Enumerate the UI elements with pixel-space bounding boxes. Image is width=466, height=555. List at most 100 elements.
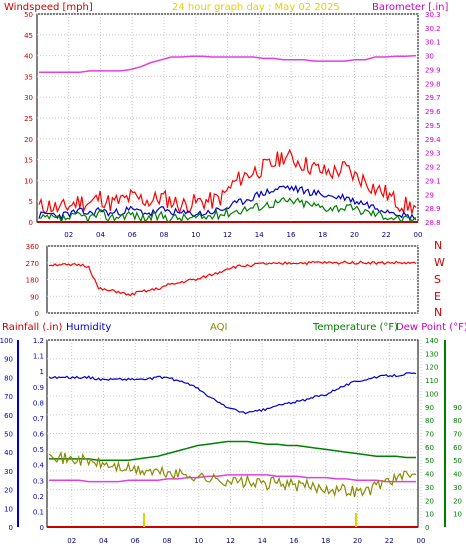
- wind-y-tick-label: 50: [24, 11, 33, 19]
- wind-x-tick-label: 20: [350, 231, 359, 239]
- humidity-y-tick-label: 30: [4, 468, 13, 476]
- barometer-axis-label: Barometer [.in]: [372, 2, 448, 13]
- barometer-y-tick-label: 30.3: [425, 11, 441, 19]
- rain-y-tick-label: 1.2: [33, 337, 44, 345]
- temperature-y-tick-label: 90: [425, 404, 434, 412]
- wind-x-tick-label: 06: [128, 231, 137, 239]
- temperature-axis-label: Temperature (°F): [312, 322, 398, 333]
- humidity-y-tick-label: 70: [4, 393, 13, 401]
- barometer-y-tick-label: 28.9: [425, 205, 441, 213]
- dewpoint-y-tick-label: 80: [453, 417, 462, 425]
- wind-y-tick-label: 35: [24, 73, 33, 81]
- climate-x-tick-label: 06: [131, 537, 140, 545]
- barometer-y-tick-label: 29.5: [425, 122, 441, 130]
- climate-x-tick-label: 00: [417, 537, 426, 545]
- dewpoint-y-tick-label: 40: [453, 471, 462, 479]
- aqi-series-line: [48, 450, 417, 498]
- rain-y-tick-label: 1.1: [33, 353, 44, 361]
- direction-y-tick-label: 0: [35, 310, 39, 318]
- humidity-y-tick-label: 40: [4, 449, 13, 457]
- barometer-y-tick-label: 29.8: [425, 80, 441, 88]
- average-wind-series-line: [38, 184, 417, 222]
- temperature-y-tick-label: 40: [425, 471, 434, 479]
- low-wind-series-line: [39, 196, 417, 224]
- wind-x-tick-label: 02: [64, 231, 73, 239]
- barometer-y-tick-label: 28.8: [425, 219, 441, 227]
- humidity-y-tick-label: 100: [0, 337, 13, 345]
- rain-y-tick-label: 0.9: [33, 384, 44, 392]
- direction-y-tick-label: 360: [26, 243, 39, 251]
- wind-y-tick-label: 10: [24, 177, 33, 185]
- humidity-y-tick-label: 0: [9, 524, 13, 532]
- climate-x-tick-label: 04: [99, 537, 108, 545]
- wind-x-tick-label: 10: [191, 231, 200, 239]
- temperature-series-line: [49, 440, 416, 461]
- barometer-y-tick-label: 29.3: [425, 150, 441, 158]
- dewpoint-y-tick-label: 70: [453, 431, 462, 439]
- humidity-axis-label: Humidity: [66, 322, 111, 333]
- temperature-y-tick-label: 70: [425, 431, 434, 439]
- wind-x-tick-label: 04: [96, 231, 105, 239]
- temperature-y-tick-label: 20: [425, 497, 434, 505]
- barometer-y-tick-label: 29.6: [425, 108, 441, 116]
- compass-label-e: E: [434, 290, 441, 303]
- wind-direction-series-line: [48, 260, 417, 297]
- dewpoint-y-tick-label: 20: [453, 497, 462, 505]
- barometer-y-tick-label: 29: [425, 191, 434, 199]
- rain-y-tick-label: 0: [40, 524, 44, 532]
- windspeed-axis-label: Windspeed [mph]: [4, 2, 93, 13]
- dewpoint-y-tick-label: 50: [453, 457, 462, 465]
- dewpoint-y-tick-label: 90: [453, 404, 462, 412]
- barometer-y-tick-label: 29.1: [425, 177, 441, 185]
- compass-label-n-top: N: [434, 239, 442, 252]
- wind-x-tick-label: 16: [287, 231, 296, 239]
- rainfall-axis-label: Rainfall (.in): [2, 322, 63, 333]
- direction-y-tick-label: 270: [26, 260, 39, 268]
- rain-y-tick-label: 0.1: [33, 508, 44, 516]
- barometer-y-tick-label: 30.1: [425, 39, 441, 47]
- dewpoint-series-line: [49, 474, 416, 483]
- direction-y-tick-label: 180: [26, 277, 39, 285]
- dewpoint-y-tick-label: 10: [453, 511, 462, 519]
- barometer-series-line: [39, 54, 417, 73]
- wind-x-tick-label: 00: [414, 231, 423, 239]
- wind-y-tick-label: 15: [24, 157, 33, 165]
- barometer-y-tick-label: 29.7: [425, 94, 441, 102]
- climate-x-tick-label: 16: [290, 537, 299, 545]
- humidity-y-tick-label: 60: [4, 412, 13, 420]
- rain-y-tick-label: 0.6: [33, 431, 45, 439]
- humidity-y-tick-label: 80: [4, 374, 13, 382]
- rain-y-tick-label: 0.3: [33, 477, 44, 485]
- climate-x-tick-label: 20: [353, 537, 362, 545]
- wind-y-tick-label: 20: [24, 136, 33, 144]
- climate-x-tick-label: 10: [194, 537, 203, 545]
- wind-x-tick-label: 12: [223, 231, 232, 239]
- temperature-y-tick-label: 140: [425, 337, 438, 345]
- climate-x-tick-label: 08: [163, 537, 172, 545]
- temperature-y-tick-label: 130: [425, 350, 438, 358]
- wind-x-tick-label: 14: [255, 231, 264, 239]
- rain-y-tick-label: 0.5: [33, 446, 44, 454]
- wind-x-tick-label: 08: [160, 231, 169, 239]
- temperature-y-tick-label: 80: [425, 417, 434, 425]
- dewpoint-axis-label: Dew Point (°F): [396, 322, 466, 333]
- humidity-y-tick-label: 90: [4, 356, 13, 364]
- climate-x-tick-label: 02: [67, 537, 76, 545]
- temperature-y-tick-label: 100: [425, 390, 438, 398]
- chart-title: 24 hour graph day : May 02 2025: [172, 2, 340, 13]
- humidity-y-tick-label: 50: [4, 431, 13, 439]
- compass-label-s: S: [434, 273, 441, 286]
- temperature-y-tick-label: 10: [425, 511, 434, 519]
- climate-x-tick-label: 12: [226, 537, 235, 545]
- wind-y-tick-label: 5: [29, 198, 33, 206]
- rain-y-tick-label: 0.8: [33, 399, 44, 407]
- rain-y-tick-label: 0.4: [33, 462, 45, 470]
- barometer-y-tick-label: 29.4: [425, 136, 441, 144]
- dewpoint-y-tick-label: 60: [453, 444, 462, 452]
- compass-label-w: W: [434, 256, 445, 269]
- climate-x-tick-label: 22: [385, 537, 394, 545]
- temperature-y-tick-label: 60: [425, 444, 434, 452]
- rain-y-tick-label: 1: [40, 368, 44, 376]
- humidity-series-line: [48, 372, 417, 415]
